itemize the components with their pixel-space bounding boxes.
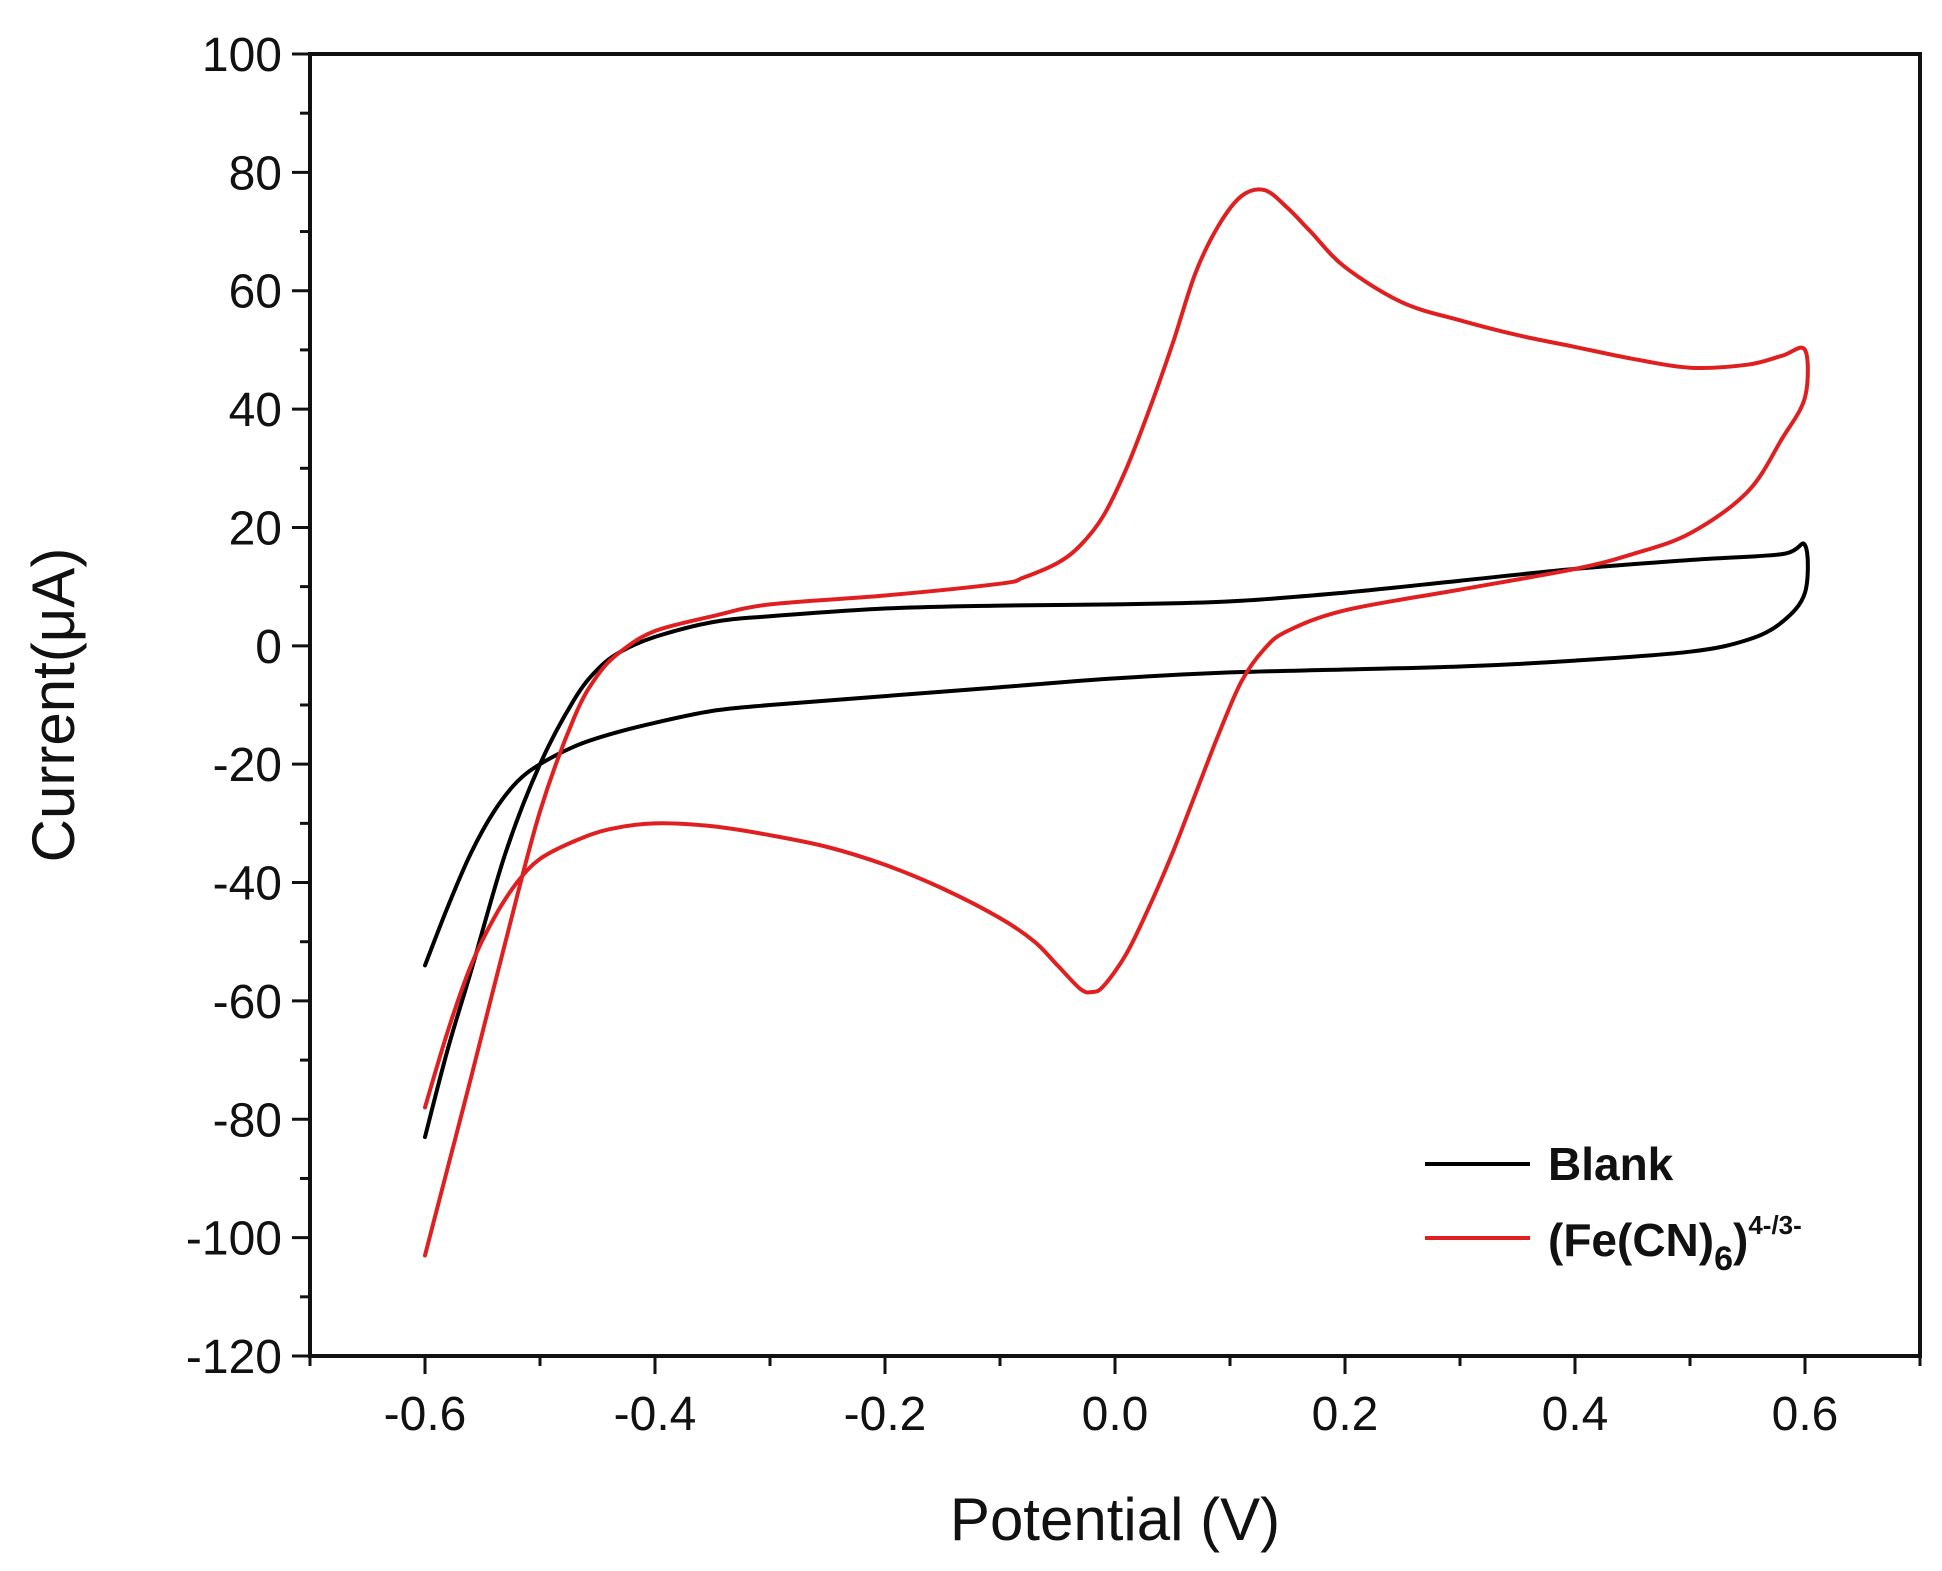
y-tick-label: -60 [213, 976, 282, 1029]
y-tick-label: 60 [229, 266, 282, 319]
y-tick-label: -80 [213, 1094, 282, 1147]
x-tick-label: -0.2 [844, 1388, 927, 1441]
legend-label-ferricyanide: (Fe(CN)6)4-/3- [1548, 1210, 1802, 1278]
series-line-blank [423, 541, 1810, 1139]
x-tick-label: 0.2 [1312, 1388, 1379, 1441]
y-tick-label: 20 [229, 502, 282, 555]
y-tick-label: 80 [229, 147, 282, 200]
y-tick-label: 40 [229, 384, 282, 437]
series-lines [423, 187, 1810, 1258]
legend: Blank (Fe(CN)6)4-/3- [1425, 1138, 1802, 1278]
y-tick-label: 0 [255, 621, 282, 674]
x-tick-label: 0.6 [1772, 1388, 1839, 1441]
y-tick-label: -40 [213, 858, 282, 911]
y-tick-label: -100 [186, 1213, 282, 1266]
series-line-ferricyanide [423, 187, 1810, 1258]
y-axis-title: Current(μA) [20, 548, 87, 863]
legend-label-ferricyanide-close: ) [1733, 1214, 1748, 1266]
x-tick-label: 0.0 [1082, 1388, 1149, 1441]
x-axis-title: Potential (V) [950, 1486, 1280, 1553]
x-tick-label: -0.4 [614, 1388, 697, 1441]
legend-label-blank: Blank [1548, 1138, 1674, 1190]
x-tick-label: 0.4 [1542, 1388, 1609, 1441]
y-tick-label: 100 [202, 29, 282, 82]
x-axis-ticks: -0.6 -0.4 -0.2 0.0 0.2 0.4 0.6 [308, 1356, 1922, 1441]
legend-label-ferricyanide-subscript: 6 [1714, 1240, 1733, 1278]
y-tick-label: -120 [186, 1331, 282, 1384]
plot-frame [308, 52, 1922, 1358]
y-axis-ticks: 100 80 60 40 20 0 -20 -40 -60 -80 -100 -120 [186, 29, 310, 1384]
legend-label-ferricyanide-main: (Fe(CN) [1548, 1214, 1714, 1266]
y-tick-label: -20 [213, 739, 282, 792]
legend-label-ferricyanide-superscript: 4-/3- [1748, 1210, 1801, 1240]
x-tick-label: -0.6 [384, 1388, 467, 1441]
